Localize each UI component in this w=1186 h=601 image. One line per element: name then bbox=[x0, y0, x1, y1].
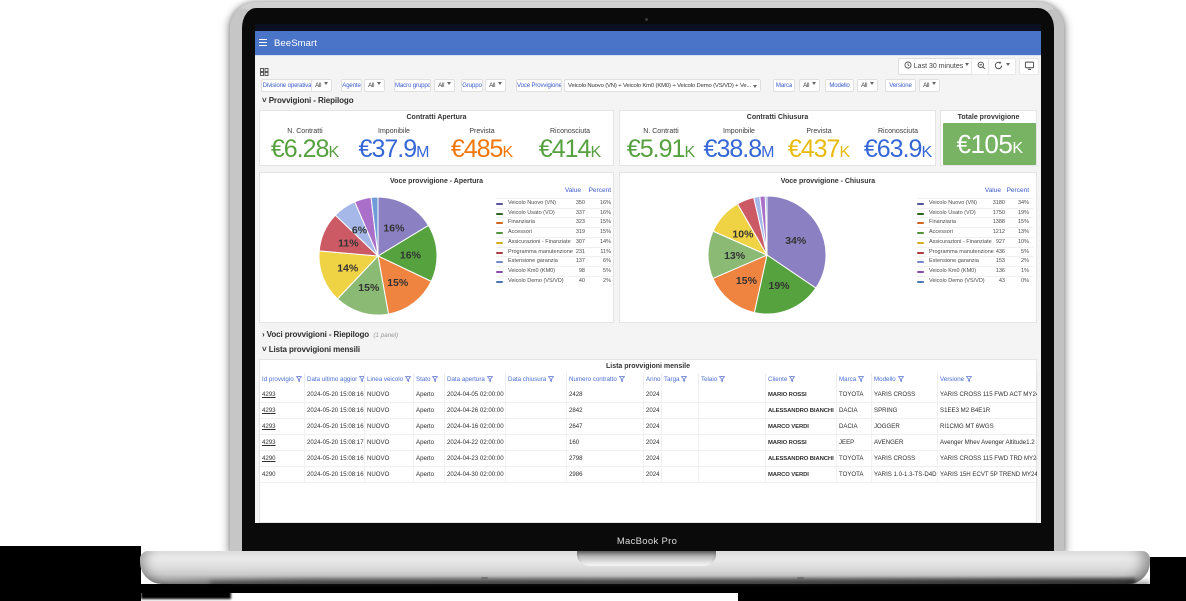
svg-text:15%: 15% bbox=[736, 275, 758, 287]
svg-text:13%: 13% bbox=[724, 250, 746, 262]
svg-text:16%: 16% bbox=[383, 223, 405, 235]
svg-text:16%: 16% bbox=[400, 249, 422, 261]
svg-text:6%: 6% bbox=[352, 224, 368, 236]
svg-text:10%: 10% bbox=[732, 228, 754, 240]
svg-text:19%: 19% bbox=[768, 280, 790, 292]
svg-text:15%: 15% bbox=[387, 277, 409, 289]
svg-text:14%: 14% bbox=[337, 263, 359, 275]
svg-text:34%: 34% bbox=[785, 235, 807, 247]
svg-text:15%: 15% bbox=[358, 282, 380, 294]
svg-text:11%: 11% bbox=[338, 238, 359, 250]
